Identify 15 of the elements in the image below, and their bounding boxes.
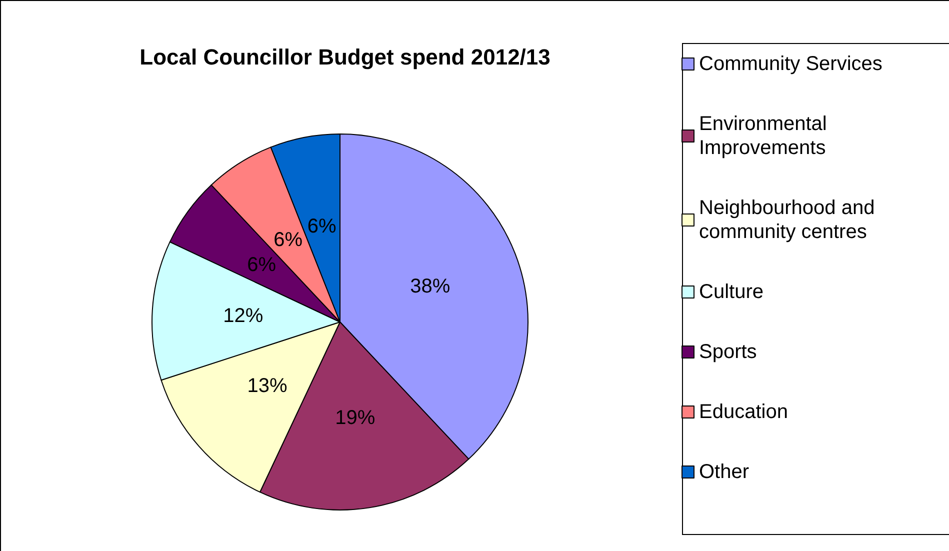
data-label: 19%: [335, 406, 376, 429]
data-label: 12%: [223, 304, 264, 327]
legend-label: Education: [699, 401, 788, 423]
legend-label: Sports: [699, 341, 757, 363]
legend-label: Neighbourhood and community centres: [699, 197, 880, 243]
legend-label: Community Services: [699, 53, 882, 75]
data-label: 13%: [247, 375, 288, 398]
legend-label: Other: [699, 461, 750, 483]
data-label: 6%: [247, 254, 276, 276]
data-label: 6%: [274, 229, 303, 252]
data-label: 6%: [307, 216, 336, 238]
legend-label: Environmental Improvements: [699, 113, 832, 159]
legend-label: Culture: [699, 281, 764, 303]
chart-title: Local Councillor Budget spend 2012/13: [140, 44, 550, 70]
data-label: 38%: [410, 275, 450, 298]
